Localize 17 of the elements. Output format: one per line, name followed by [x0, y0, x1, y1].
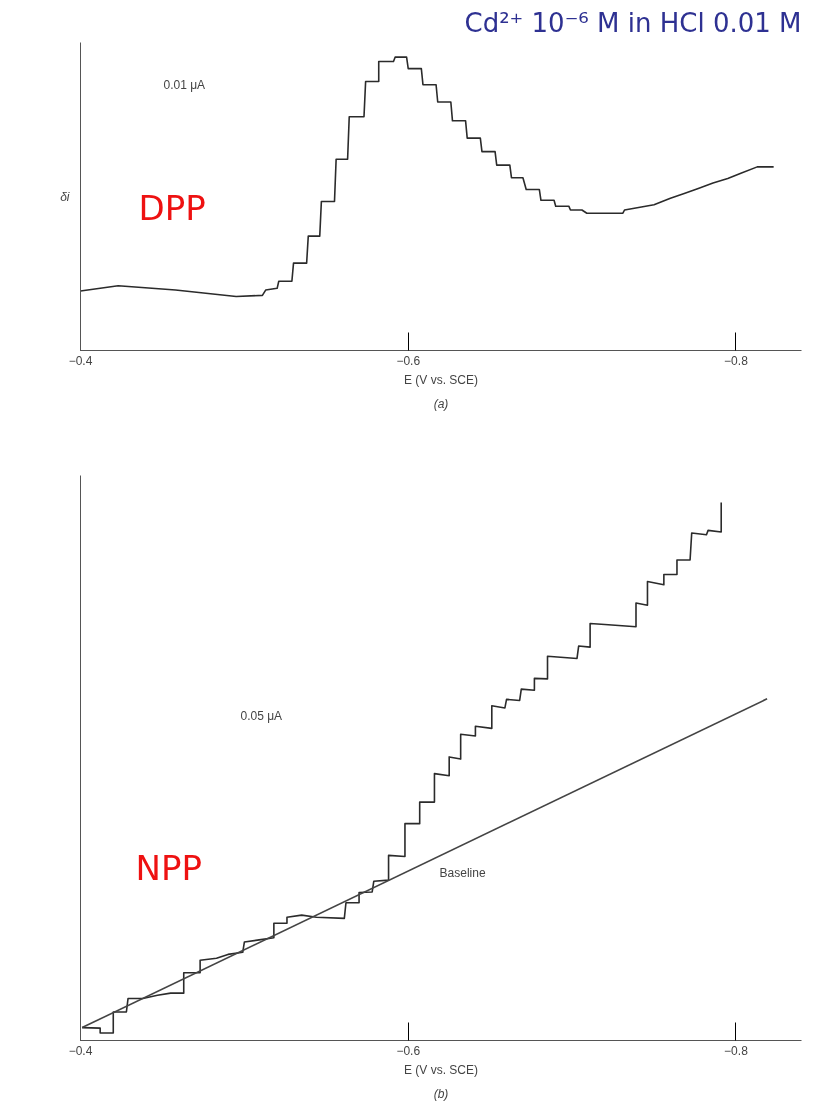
y-axis-title: δi	[60, 189, 70, 204]
x-tick-label: −0.6	[396, 353, 421, 368]
x-axis-title: E (V vs. SCE)	[404, 372, 479, 387]
x-tick-label: −0.8	[724, 1043, 749, 1058]
x-axis-title: E (V vs. SCE)	[404, 1062, 479, 1077]
annotation: 0.05 μA	[240, 709, 283, 724]
annotation: DPP	[138, 187, 206, 228]
annotation: 0.01 μA	[163, 78, 206, 93]
text: (b)	[433, 1086, 449, 1101]
chart-title: Cd²⁺ 10⁻⁶ M in HCl 0.01 M	[464, 7, 802, 38]
annotation: NPP	[135, 847, 202, 888]
annotation: Baseline	[439, 865, 486, 880]
x-tick-label: −0.6	[396, 1043, 421, 1058]
text: (a)	[433, 396, 449, 411]
x-tick-label: −0.8	[724, 353, 749, 368]
x-tick-label: −0.4	[68, 353, 93, 368]
x-tick-label: −0.4	[68, 1043, 93, 1058]
